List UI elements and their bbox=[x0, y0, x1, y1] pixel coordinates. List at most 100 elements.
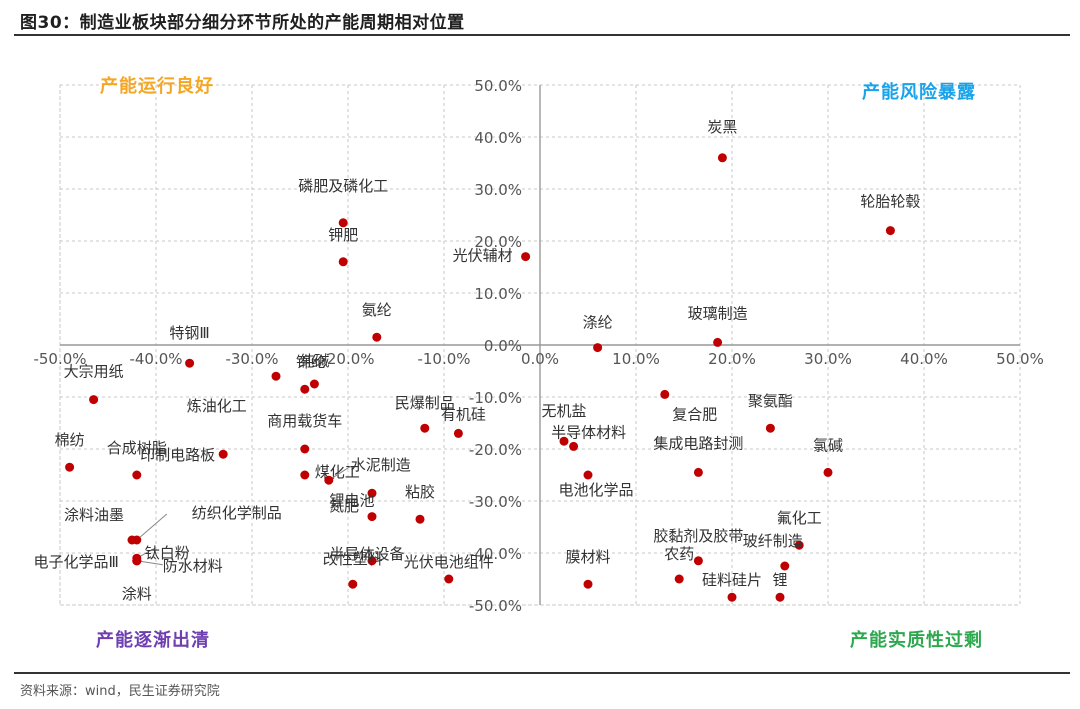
quadrant-label-top-right: 产能风险暴露 bbox=[862, 82, 976, 103]
data-point bbox=[420, 423, 430, 433]
data-point bbox=[593, 343, 603, 353]
y-tick-label: 10.0% bbox=[474, 285, 522, 303]
figure-title: 图30：制造业板块部分细分环节所处的产能周期相对位置 bbox=[20, 13, 465, 33]
title-rule bbox=[14, 34, 1070, 36]
data-point bbox=[271, 371, 281, 381]
data-point bbox=[765, 423, 775, 433]
data-point bbox=[300, 470, 310, 480]
point-label: 半导体材料 bbox=[551, 423, 626, 441]
point-label: 锦纶 bbox=[296, 353, 326, 371]
y-tick-label: 30.0% bbox=[474, 181, 522, 199]
y-tick-label: -40.0% bbox=[469, 545, 522, 563]
x-tick-label: 40.0% bbox=[900, 350, 948, 368]
point-label: 纯碱 bbox=[299, 352, 329, 370]
data-point bbox=[780, 561, 790, 571]
point-label: 农药 bbox=[664, 545, 694, 563]
data-point bbox=[794, 540, 804, 550]
point-label: 玻璃制造 bbox=[688, 304, 748, 322]
point-label: 钛白粉 bbox=[145, 544, 190, 562]
x-tick-label: 10.0% bbox=[612, 350, 660, 368]
point-label: 胶黏剂及胶带 bbox=[653, 527, 743, 545]
point-label: 无机盐 bbox=[541, 402, 586, 420]
point-label: 半导体设备 bbox=[329, 545, 404, 563]
data-point bbox=[89, 395, 99, 405]
point-label: 锂电池 bbox=[329, 492, 374, 510]
y-tick-label: -10.0% bbox=[469, 389, 522, 407]
point-label: 炼油化工 bbox=[187, 397, 247, 415]
data-point bbox=[453, 428, 463, 438]
point-label: 膜材料 bbox=[565, 548, 610, 566]
data-point bbox=[559, 436, 569, 446]
point-label: 钾肥 bbox=[328, 226, 358, 244]
point-label: 氟化工 bbox=[777, 509, 822, 527]
data-point bbox=[65, 462, 75, 472]
data-point bbox=[348, 579, 358, 589]
data-point bbox=[218, 449, 228, 459]
data-point bbox=[717, 153, 727, 163]
quadrant-label-bottom-right: 产能实质性过剩 bbox=[850, 630, 983, 651]
data-point bbox=[583, 470, 593, 480]
point-label: 棉纺 bbox=[55, 431, 85, 449]
data-point bbox=[521, 252, 531, 262]
y-tick-label: 20.0% bbox=[474, 233, 522, 251]
point-label: 有机硅 bbox=[441, 405, 486, 423]
y-tick-label: 50.0% bbox=[474, 77, 522, 95]
data-point bbox=[132, 556, 142, 566]
y-tick-label: -50.0% bbox=[469, 597, 522, 615]
data-point bbox=[660, 389, 670, 399]
point-label: 磷肥及磷化工 bbox=[298, 177, 388, 195]
data-point bbox=[569, 441, 579, 451]
point-label: 玻纤制造 bbox=[743, 532, 803, 550]
data-point bbox=[132, 535, 142, 545]
point-label: 氯碱 bbox=[813, 436, 843, 454]
data-point bbox=[885, 226, 895, 236]
point-label: 光伏辅材 bbox=[453, 247, 513, 265]
data-point bbox=[338, 218, 348, 228]
point-label: 氮肥 bbox=[329, 497, 359, 515]
point-label: 硅料硅片 bbox=[702, 571, 762, 589]
data-point bbox=[309, 379, 319, 389]
point-label: 粘胶 bbox=[405, 483, 435, 501]
point-label: 炭黑 bbox=[707, 118, 737, 136]
data-point bbox=[823, 467, 833, 477]
data-point bbox=[583, 579, 593, 589]
x-tick-label: -50.0% bbox=[33, 350, 86, 368]
leader-line bbox=[136, 513, 168, 541]
data-point bbox=[300, 384, 310, 394]
y-tick-label: -20.0% bbox=[469, 441, 522, 459]
y-tick-label: -30.0% bbox=[469, 493, 522, 511]
point-label: 涂料油墨 bbox=[64, 506, 124, 524]
data-point bbox=[415, 514, 425, 524]
data-point bbox=[713, 337, 723, 347]
data-point bbox=[132, 470, 142, 480]
point-label: 合成树脂 bbox=[107, 439, 167, 457]
source-note: 资料来源：wind，民生证券研究院 bbox=[20, 684, 220, 699]
point-label: 聚氨酯 bbox=[748, 392, 793, 410]
y-tick-label: 0.0% bbox=[484, 337, 522, 355]
data-point bbox=[372, 332, 382, 342]
data-point bbox=[367, 512, 377, 522]
y-tick-label: 40.0% bbox=[474, 129, 522, 147]
quadrant-label-top-left: 产能运行良好 bbox=[100, 76, 214, 97]
data-point bbox=[693, 467, 703, 477]
x-tick-label: -10.0% bbox=[417, 350, 470, 368]
data-point bbox=[367, 556, 377, 566]
point-label: 特钢Ⅲ bbox=[169, 324, 209, 342]
point-label: 集成电路封测 bbox=[653, 434, 743, 452]
point-label: 涂料 bbox=[122, 585, 152, 603]
point-label: 印制电路板 bbox=[140, 446, 215, 464]
point-label: 锂 bbox=[772, 571, 787, 589]
footer-rule bbox=[14, 672, 1070, 674]
point-label: 民爆制品 bbox=[395, 394, 455, 412]
point-label: 水泥制造 bbox=[351, 456, 411, 474]
point-label: 改性塑料 bbox=[323, 550, 383, 568]
x-tick-label: 30.0% bbox=[804, 350, 852, 368]
x-tick-label: -30.0% bbox=[225, 350, 278, 368]
data-point bbox=[444, 574, 454, 584]
point-label: 复合肥 bbox=[672, 405, 717, 423]
data-point bbox=[185, 358, 195, 368]
point-label: 纺织化学制品 bbox=[192, 504, 282, 522]
point-label: 商用载货车 bbox=[267, 412, 342, 430]
data-point bbox=[324, 475, 334, 485]
